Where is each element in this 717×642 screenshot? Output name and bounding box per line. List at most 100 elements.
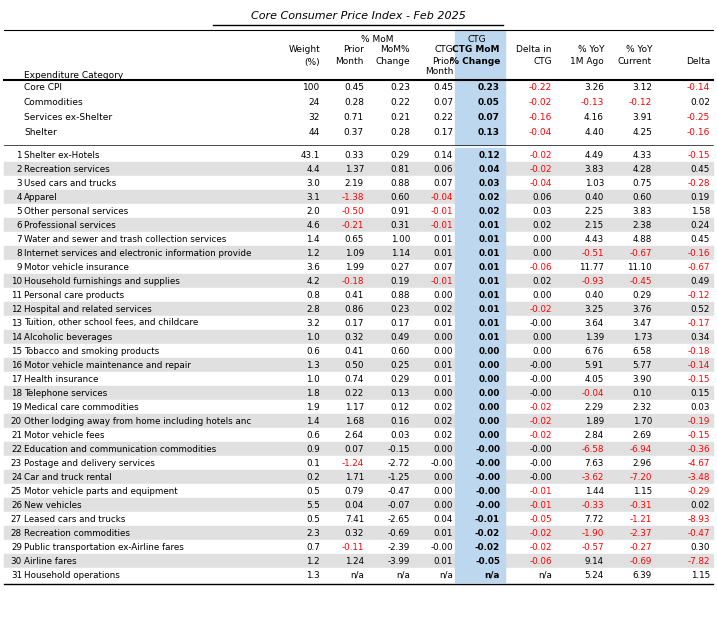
Text: Motor vehicle maintenance and repair: Motor vehicle maintenance and repair <box>24 361 191 370</box>
Text: 20: 20 <box>11 417 22 426</box>
Text: -0.00: -0.00 <box>529 473 552 482</box>
Bar <box>4 428 713 442</box>
Text: n/a: n/a <box>538 571 552 580</box>
Text: 26: 26 <box>11 501 22 510</box>
Text: 0.00: 0.00 <box>434 290 453 300</box>
Text: Delta in: Delta in <box>516 46 552 55</box>
Text: -0.00: -0.00 <box>430 542 453 551</box>
Text: -0.02: -0.02 <box>529 304 552 313</box>
Text: -0.04: -0.04 <box>430 193 453 202</box>
Text: 0.05: 0.05 <box>478 98 500 107</box>
Text: 1.9: 1.9 <box>306 403 320 412</box>
Text: 0.29: 0.29 <box>391 150 410 159</box>
Text: -0.27: -0.27 <box>630 542 652 551</box>
Text: 0.45: 0.45 <box>344 83 364 92</box>
Text: 100: 100 <box>303 83 320 92</box>
Text: 0.01: 0.01 <box>478 234 500 243</box>
Bar <box>455 456 505 470</box>
Text: 7: 7 <box>16 234 22 243</box>
Text: 0.14: 0.14 <box>434 150 453 159</box>
Text: Tobacco and smoking products: Tobacco and smoking products <box>24 347 159 356</box>
Text: 43.1: 43.1 <box>300 150 320 159</box>
Text: 3.90: 3.90 <box>632 374 652 383</box>
Text: 3: 3 <box>16 178 22 187</box>
Bar <box>4 148 713 162</box>
Text: 0.81: 0.81 <box>391 164 410 173</box>
Text: 0.37: 0.37 <box>344 128 364 137</box>
Bar <box>455 526 505 540</box>
Text: 0.15: 0.15 <box>690 388 710 397</box>
Text: 2.8: 2.8 <box>306 304 320 313</box>
Text: 3.64: 3.64 <box>585 318 604 327</box>
Text: -0.67: -0.67 <box>630 248 652 257</box>
Text: Apparel: Apparel <box>24 193 57 202</box>
Bar <box>4 125 713 140</box>
Text: 0.1: 0.1 <box>306 458 320 467</box>
Bar <box>455 568 505 582</box>
Text: 0.06: 0.06 <box>434 164 453 173</box>
Bar <box>455 512 505 526</box>
Text: -0.16: -0.16 <box>687 128 710 137</box>
Text: 13: 13 <box>11 318 22 327</box>
Text: 0.45: 0.45 <box>690 234 710 243</box>
Text: % YoY: % YoY <box>577 46 604 55</box>
Bar <box>4 526 713 540</box>
Text: 4.33: 4.33 <box>632 150 652 159</box>
Text: 4.25: 4.25 <box>632 128 652 137</box>
Text: 0.00: 0.00 <box>434 347 453 356</box>
Text: 24: 24 <box>309 98 320 107</box>
Text: 0.28: 0.28 <box>390 128 410 137</box>
Text: Medical care commodities: Medical care commodities <box>24 403 138 412</box>
Bar <box>4 470 713 484</box>
Text: -0.13: -0.13 <box>581 98 604 107</box>
Text: Core Consumer Price Index - Feb 2025: Core Consumer Price Index - Feb 2025 <box>250 11 465 21</box>
Text: 14: 14 <box>11 333 22 342</box>
Text: 0.00: 0.00 <box>434 473 453 482</box>
Text: -0.31: -0.31 <box>630 501 652 510</box>
Text: -0.25: -0.25 <box>687 113 710 122</box>
Text: 3.83: 3.83 <box>584 164 604 173</box>
Text: 0.01: 0.01 <box>434 248 453 257</box>
Text: 0.00: 0.00 <box>434 388 453 397</box>
Text: -0.15: -0.15 <box>688 374 710 383</box>
Bar <box>455 218 505 232</box>
Text: -0.00: -0.00 <box>475 501 500 510</box>
Text: 18: 18 <box>11 388 22 397</box>
Text: 4.4: 4.4 <box>306 164 320 173</box>
Text: 0.88: 0.88 <box>391 178 410 187</box>
Text: Public transportation ex-Airline fares: Public transportation ex-Airline fares <box>24 542 184 551</box>
Text: 0.60: 0.60 <box>391 347 410 356</box>
Text: 0.02: 0.02 <box>690 98 710 107</box>
Text: -0.00: -0.00 <box>430 458 453 467</box>
Text: -0.18: -0.18 <box>341 277 364 286</box>
Text: -0.17: -0.17 <box>688 318 710 327</box>
Text: Motor vehicle parts and equipment: Motor vehicle parts and equipment <box>24 487 178 496</box>
Text: 3.1: 3.1 <box>306 193 320 202</box>
Text: n/a: n/a <box>439 571 453 580</box>
Text: -0.00: -0.00 <box>529 388 552 397</box>
Text: 22: 22 <box>11 444 22 453</box>
Text: 6.58: 6.58 <box>632 347 652 356</box>
Text: 3.0: 3.0 <box>306 178 320 187</box>
Bar <box>455 260 505 274</box>
Text: Prior: Prior <box>432 58 453 67</box>
Text: 3.25: 3.25 <box>584 304 604 313</box>
Text: 0.10: 0.10 <box>632 388 652 397</box>
Text: 0.00: 0.00 <box>479 374 500 383</box>
Text: 16: 16 <box>11 361 22 370</box>
Text: 0.40: 0.40 <box>584 290 604 300</box>
Text: -2.72: -2.72 <box>388 458 410 467</box>
Text: 0.21: 0.21 <box>390 113 410 122</box>
Text: 2.15: 2.15 <box>585 220 604 229</box>
Text: -0.45: -0.45 <box>630 277 652 286</box>
Text: 8: 8 <box>16 248 22 257</box>
Bar <box>455 95 505 110</box>
Text: Airline fares: Airline fares <box>24 557 77 566</box>
Bar <box>455 540 505 554</box>
Text: -0.01: -0.01 <box>529 501 552 510</box>
Text: -0.05: -0.05 <box>475 557 500 566</box>
Text: 0.88: 0.88 <box>391 290 410 300</box>
Text: 0.45: 0.45 <box>690 164 710 173</box>
Text: 1M Ago: 1M Ago <box>570 58 604 67</box>
Bar <box>4 498 713 512</box>
